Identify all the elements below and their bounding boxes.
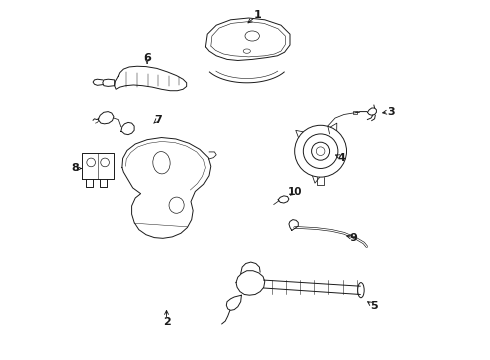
Text: 7: 7 bbox=[154, 114, 162, 125]
Text: 5: 5 bbox=[370, 301, 378, 311]
Text: 1: 1 bbox=[254, 10, 262, 20]
Text: 4: 4 bbox=[338, 153, 345, 163]
Text: 10: 10 bbox=[288, 186, 303, 197]
Text: 6: 6 bbox=[143, 53, 151, 63]
Text: 9: 9 bbox=[350, 233, 358, 243]
Text: 8: 8 bbox=[71, 163, 79, 174]
Text: 2: 2 bbox=[163, 317, 171, 327]
Text: 3: 3 bbox=[387, 107, 394, 117]
